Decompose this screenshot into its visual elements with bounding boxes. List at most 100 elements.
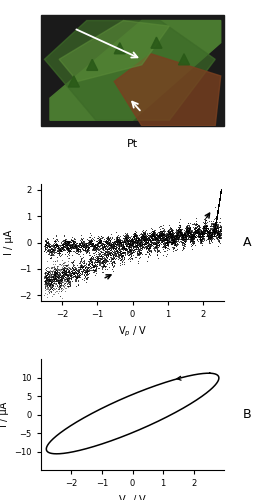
Point <box>80 263 84 271</box>
Point <box>66 277 70 285</box>
Point <box>51 280 55 287</box>
Point <box>185 226 189 234</box>
Point <box>60 241 64 249</box>
Point <box>77 248 81 256</box>
Point <box>62 274 67 282</box>
Point <box>138 246 142 254</box>
Point <box>192 226 196 234</box>
Point <box>162 240 166 248</box>
Point <box>44 262 49 270</box>
Point <box>118 244 122 252</box>
Point <box>81 268 85 276</box>
Point <box>56 272 60 280</box>
Point <box>199 230 203 238</box>
Point <box>61 272 66 280</box>
Point <box>167 226 171 234</box>
Point <box>95 258 99 266</box>
Point <box>43 237 47 245</box>
Point <box>85 257 89 265</box>
Point <box>159 232 163 240</box>
Point <box>195 228 199 235</box>
Point <box>150 238 154 246</box>
Point <box>141 230 145 237</box>
Point <box>168 226 172 234</box>
Point <box>81 240 85 248</box>
Point <box>108 251 112 259</box>
Point <box>50 264 54 272</box>
Point <box>191 234 195 242</box>
Point <box>148 244 152 252</box>
Point <box>44 240 48 248</box>
Point <box>107 255 111 263</box>
Point <box>81 241 85 249</box>
Point <box>68 278 72 286</box>
Point <box>211 230 215 238</box>
Point <box>110 250 114 258</box>
Point <box>98 251 102 259</box>
Point <box>113 239 117 247</box>
Point <box>156 230 160 238</box>
Point <box>46 274 50 282</box>
Point <box>155 238 159 246</box>
Point <box>73 272 77 280</box>
Point <box>79 265 83 273</box>
Point <box>43 272 47 280</box>
Point <box>168 230 172 237</box>
Point <box>131 251 135 259</box>
Point <box>44 272 48 280</box>
Point <box>216 229 220 237</box>
Point <box>100 258 104 266</box>
Point <box>131 239 135 247</box>
Point <box>56 276 60 284</box>
Point <box>49 248 53 256</box>
Point <box>167 223 171 231</box>
Point <box>70 242 74 250</box>
Point <box>62 242 66 250</box>
Point <box>160 224 164 232</box>
Point <box>148 234 152 242</box>
Point <box>155 236 159 244</box>
Point <box>143 234 147 241</box>
Point <box>214 210 218 218</box>
Point <box>217 189 221 197</box>
Point <box>97 244 101 252</box>
Point <box>73 243 77 251</box>
Point <box>46 250 50 258</box>
Point <box>53 276 57 284</box>
Point <box>70 273 74 281</box>
Point <box>188 235 193 243</box>
Point <box>128 240 132 248</box>
Point <box>211 228 215 236</box>
Point <box>193 226 197 234</box>
Point <box>77 245 81 253</box>
Point <box>48 286 52 294</box>
Point <box>46 280 51 288</box>
Point <box>91 258 95 266</box>
Point <box>214 214 218 222</box>
Point <box>190 232 194 240</box>
Point <box>65 248 69 256</box>
Point <box>145 234 149 242</box>
Point <box>103 238 107 246</box>
Point <box>202 226 206 234</box>
Point <box>115 242 119 250</box>
Point <box>201 218 205 226</box>
Point <box>217 234 221 241</box>
Point <box>76 258 80 266</box>
Point <box>157 233 161 241</box>
Point <box>138 242 142 250</box>
Point <box>160 242 164 250</box>
Point <box>105 246 109 254</box>
Point <box>214 228 218 236</box>
Point <box>112 254 116 262</box>
Point <box>135 249 139 257</box>
Point <box>48 242 52 250</box>
Point <box>87 251 91 259</box>
Point <box>183 232 187 240</box>
Point <box>110 244 114 252</box>
Point <box>53 269 57 277</box>
Point <box>212 224 216 232</box>
Point <box>71 266 75 274</box>
Point <box>153 238 157 246</box>
Point <box>83 272 87 280</box>
